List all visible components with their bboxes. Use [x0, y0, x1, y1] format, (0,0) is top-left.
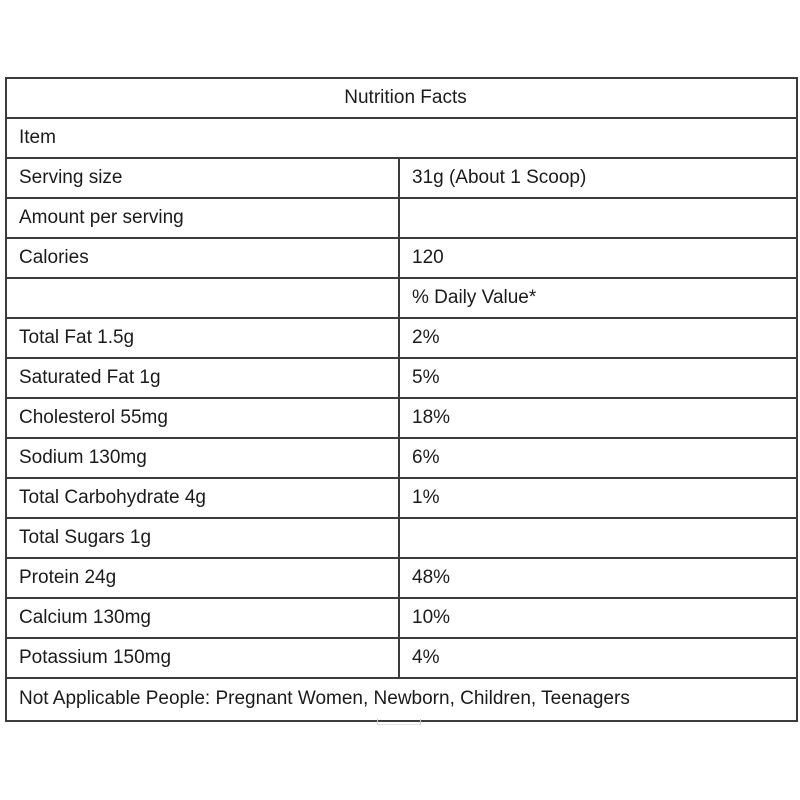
item-row: Item — [4, 117, 799, 159]
nutrition-facts-table: Nutrition Facts Item Serving size 31g (Ab… — [4, 77, 799, 722]
table-row: Sodium 130mg 6% — [5, 437, 799, 479]
row-label: Total Carbohydrate 4g — [5, 477, 400, 519]
table-row: % Daily Value* — [5, 277, 799, 319]
row-value — [397, 517, 799, 559]
row-value: 1% — [397, 477, 799, 519]
row-label: Total Fat 1.5g — [5, 317, 400, 359]
row-label: Potassium 150mg — [5, 637, 400, 679]
row-label: Serving size — [5, 157, 400, 199]
row-label: Cholesterol 55mg — [5, 397, 400, 439]
row-value: 120 — [397, 237, 799, 279]
table-row: Protein 24g 48% — [5, 557, 799, 599]
table-row: Total Carbohydrate 4g 1% — [5, 477, 799, 519]
footer-row: Not Applicable People: Pregnant Women, N… — [4, 677, 799, 722]
table-head-section: Nutrition Facts Item — [4, 77, 799, 159]
row-label: Protein 24g — [5, 557, 400, 599]
row-label: Calories — [5, 237, 400, 279]
row-value: 48% — [397, 557, 799, 599]
row-label: Amount per serving — [5, 197, 400, 239]
row-value: % Daily Value* — [397, 277, 799, 319]
title-row: Nutrition Facts — [4, 77, 799, 119]
table-row: Total Fat 1.5g 2% — [5, 317, 799, 359]
row-label — [5, 277, 400, 319]
gridline-artifact — [377, 719, 421, 725]
table-title: Nutrition Facts — [4, 77, 799, 119]
nutrient-rows: Serving size 31g (About 1 Scoop) Amount pe… — [5, 157, 799, 679]
table-row: Serving size 31g (About 1 Scoop) — [5, 157, 799, 199]
table-row: Total Sugars 1g — [5, 517, 799, 559]
row-value: 5% — [397, 357, 799, 399]
row-value: 10% — [397, 597, 799, 639]
row-value: 6% — [397, 437, 799, 479]
row-value: 2% — [397, 317, 799, 359]
row-value: 18% — [397, 397, 799, 439]
item-header-cell: Item — [4, 117, 799, 159]
row-value: 31g (About 1 Scoop) — [397, 157, 799, 199]
table-row: Saturated Fat 1g 5% — [5, 357, 799, 399]
table-row: Cholesterol 55mg 18% — [5, 397, 799, 439]
table-row: Calcium 130mg 10% — [5, 597, 799, 639]
table-footer-section: Not Applicable People: Pregnant Women, N… — [4, 677, 799, 722]
table-row: Potassium 150mg 4% — [5, 637, 799, 679]
table-row: Amount per serving — [5, 197, 799, 239]
row-label: Calcium 130mg — [5, 597, 400, 639]
row-label: Sodium 130mg — [5, 437, 400, 479]
row-value — [397, 197, 799, 239]
footer-note-cell: Not Applicable People: Pregnant Women, N… — [4, 677, 799, 722]
row-value: 4% — [397, 637, 799, 679]
table-row: Calories 120 — [5, 237, 799, 279]
row-label: Saturated Fat 1g — [5, 357, 400, 399]
row-label: Total Sugars 1g — [5, 517, 400, 559]
